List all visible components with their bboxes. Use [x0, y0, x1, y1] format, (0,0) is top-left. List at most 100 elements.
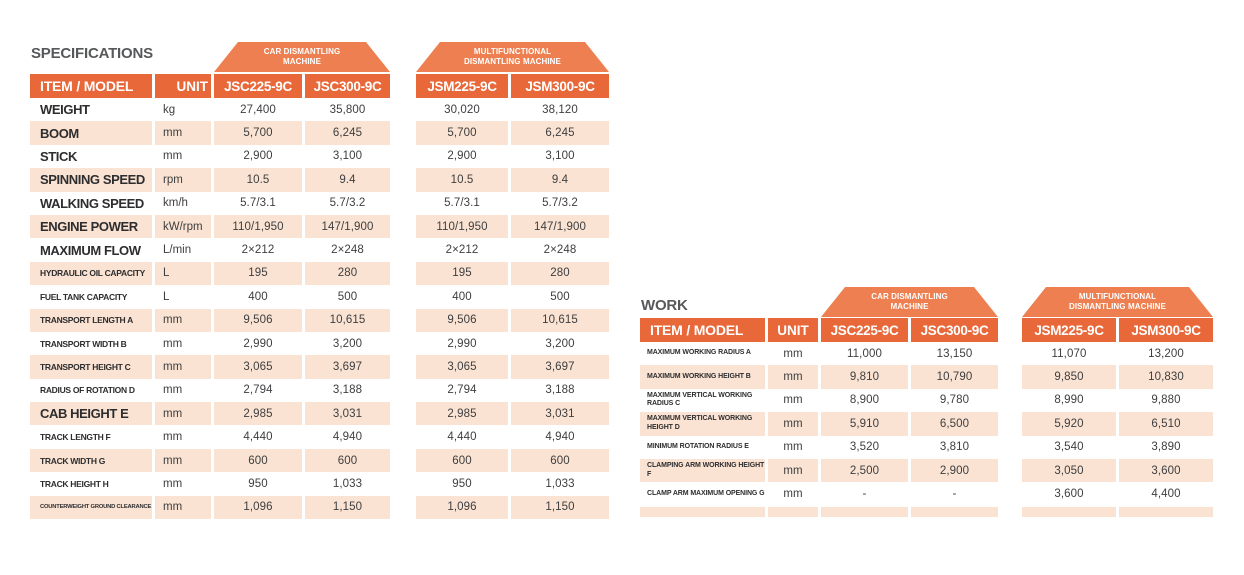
value-cell: 4,440 [447, 431, 477, 444]
group-banner-line: MACHINE [282, 57, 322, 66]
item-cell: SPINNING SPEED [30, 168, 152, 192]
value-cell: 3,600 [1119, 458, 1213, 483]
value-cell: 2,500 [821, 458, 908, 483]
gap-spacer [393, 355, 413, 378]
unit-cell: mm [163, 431, 183, 444]
table-body: MAXIMUM WORKING RADIUS A mm 11,000 13,150 11… [640, 342, 1213, 517]
header-model-jsc300-9c: JSC300-9C [305, 74, 390, 98]
gap-spacer [393, 309, 413, 332]
gap-spacer [393, 238, 413, 261]
group-banner-car-dismantling: CAR DISMANTLING MACHINE [821, 287, 998, 317]
unit-cell: mm [768, 412, 818, 436]
value-cell: 2×212 [241, 244, 275, 257]
value-cell: 280 [511, 261, 609, 286]
value-cell: 10.5 [214, 168, 302, 192]
unit-cell: mm [783, 394, 803, 407]
value-cell: 2×248 [543, 244, 577, 257]
value-cell: 1,033 [545, 477, 575, 490]
header-model-jsm225-9c: JSM225-9C [1022, 318, 1116, 342]
value-cell [911, 506, 998, 517]
table-row: HYDRAULIC OIL CAPACITY L 195 280 195 280 [30, 261, 609, 286]
item-cell: STICK [40, 148, 78, 164]
value-cell: 3,100 [332, 150, 363, 163]
value-cell: 5,700 [214, 121, 302, 145]
item-cell: WALKING SPEED [40, 195, 144, 211]
table-header-row: ITEM / MODEL UNIT JSC225-9C JSC300-9C JS… [640, 318, 1213, 342]
header-model-jsc300-9c: JSC300-9C [911, 318, 998, 342]
group-banner-multifunctional: MULTIFUNCTIONAL DISMANTLING MACHINE [1022, 287, 1213, 317]
gap-spacer [1001, 459, 1019, 482]
group-banner-car-dismantling: CAR DISMANTLING MACHINE [214, 42, 390, 72]
value-cell: 10,615 [511, 308, 609, 332]
item-cell: TRANSPORT WIDTH B [40, 338, 127, 349]
value-cell: 600 [214, 448, 302, 473]
value-cell: 110/1,950 [416, 214, 508, 239]
item-cell: CAB HEIGHT E [30, 402, 152, 426]
value-cell: 2,794 [447, 384, 477, 397]
value-cell: 3,600 [1054, 488, 1084, 501]
value-cell: 950 [248, 477, 268, 490]
value-cell: 500 [550, 290, 570, 303]
table-row: TRACK LENGTH F mm 4,440 4,940 4,440 4,940 [30, 425, 609, 448]
value-cell: 280 [305, 261, 390, 286]
item-cell: TRANSPORT LENGTH A [30, 308, 152, 332]
value-cell: 3,810 [939, 441, 970, 454]
unit-cell: kg [163, 103, 176, 116]
value-cell: 8,990 [1054, 394, 1084, 407]
gap-spacer [1001, 365, 1019, 388]
value-cell: 3,188 [332, 384, 363, 397]
value-cell: 2,985 [214, 402, 302, 426]
value-cell: 2×248 [331, 244, 364, 257]
unit-cell: mm [783, 488, 803, 501]
value-cell: 147/1,900 [305, 214, 390, 239]
group-banner-line: MACHINE [890, 302, 929, 311]
group-banner-line: DISMANTLING MACHINE [463, 57, 561, 66]
value-cell: 9,780 [939, 394, 970, 407]
gap-spacer [393, 496, 413, 519]
value-cell: 600 [416, 448, 508, 473]
item-cell: ENGINE POWER [30, 214, 152, 239]
gap-spacer [393, 121, 413, 144]
header-model-jsm225-9c: JSM225-9C [416, 74, 508, 98]
item-cell [640, 506, 765, 517]
unit-cell: mm [163, 337, 183, 350]
table-row: RADIUS OF ROTATION D mm 2,794 3,188 2,794 3,1… [30, 379, 609, 402]
value-cell: 9,810 [821, 365, 908, 389]
value-cell: 1,033 [332, 477, 363, 490]
item-cell: MAXIMUM VERTICAL WORKING RADIUS C [647, 391, 753, 408]
value-cell: 5.7/3.2 [542, 197, 578, 210]
unit-cell: mm [155, 355, 211, 379]
value-cell: 2,900 [447, 150, 477, 163]
value-cell: 6,245 [305, 121, 390, 145]
item-cell: MAXIMUM FLOW [40, 242, 141, 258]
header-item-model: ITEM / MODEL [640, 318, 765, 342]
value-cell: 1,096 [214, 495, 302, 520]
gap-spacer [393, 262, 413, 285]
header-gap-spacer [1001, 318, 1019, 342]
value-cell: 5,910 [821, 412, 908, 436]
header-unit: UNIT [768, 318, 818, 342]
value-cell: 3,697 [511, 355, 609, 379]
value-cell [1022, 506, 1116, 517]
value-cell: - [862, 488, 867, 501]
gap-spacer [1001, 412, 1019, 435]
value-cell: 9.4 [511, 168, 609, 192]
value-cell: 5.7/3.1 [240, 197, 276, 210]
trailing-strip-row [640, 506, 1213, 517]
unit-cell: L/min [163, 244, 192, 257]
gap-spacer [393, 332, 413, 355]
value-cell: 3,031 [305, 402, 390, 426]
unit-cell: mm [163, 150, 183, 163]
table-row: TRANSPORT WIDTH B mm 2,990 3,200 2,990 3,200 [30, 332, 609, 355]
unit-cell: mm [155, 448, 211, 473]
value-cell: 13,200 [1148, 347, 1184, 360]
unit-cell: L [163, 290, 170, 303]
value-cell: 950 [452, 477, 472, 490]
table-row: MAXIMUM WORKING RADIUS A mm 11,000 13,150 11… [640, 342, 1213, 365]
item-cell: CLAMPING ARM WORKING HEIGHT F [640, 458, 765, 483]
value-cell: 147/1,900 [511, 214, 609, 239]
header-item-model: ITEM / MODEL [30, 74, 152, 98]
